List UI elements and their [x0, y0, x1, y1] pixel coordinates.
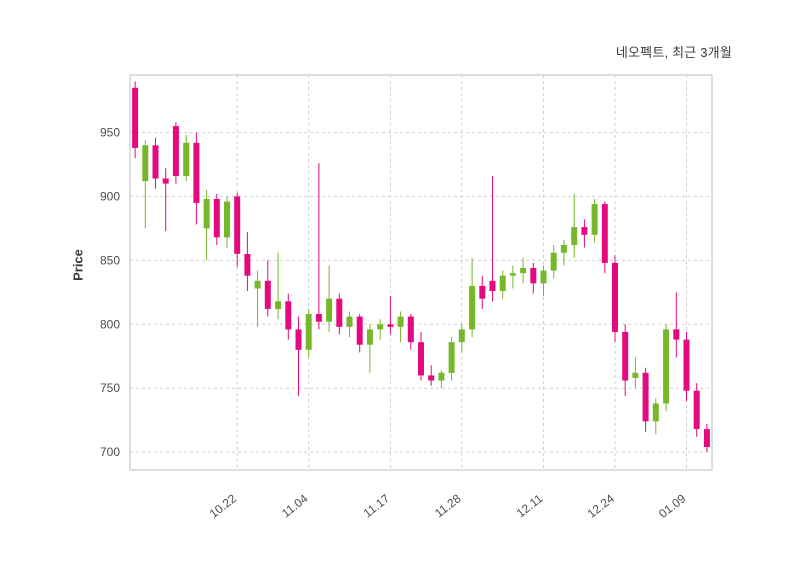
- candle-body: [622, 331, 629, 381]
- y-tick-label: 850: [100, 253, 120, 267]
- candle-body: [142, 145, 149, 182]
- candle-body: [612, 262, 618, 332]
- x-tick-label: 01.09: [656, 491, 689, 521]
- candle-body: [469, 285, 476, 330]
- candle-body: [499, 275, 506, 291]
- candle-body: [152, 145, 159, 179]
- candle-body: [418, 342, 424, 376]
- candle-body: [315, 314, 322, 322]
- candle-body: [213, 199, 220, 238]
- candle-body: [346, 316, 353, 327]
- candle-body: [693, 390, 700, 429]
- candle-body: [703, 429, 710, 447]
- candle-body: [172, 126, 179, 176]
- candle-body: [193, 142, 200, 203]
- candle-body: [479, 285, 486, 299]
- chart-title: 네오펙트, 최근 3개월: [615, 45, 732, 60]
- candle-body: [234, 196, 241, 254]
- candle-body: [366, 329, 373, 345]
- candle-body: [356, 316, 363, 345]
- candle-body: [550, 252, 557, 271]
- x-tick-label: 10.22: [207, 491, 240, 521]
- candle-body: [489, 280, 496, 291]
- candle-body: [305, 314, 312, 350]
- candle-body: [387, 324, 394, 327]
- candle-body: [591, 204, 598, 235]
- candle-body: [203, 199, 210, 229]
- candle-body: [438, 372, 445, 381]
- candle-body: [407, 316, 414, 343]
- candle-body: [520, 268, 527, 274]
- y-tick-label: 900: [100, 189, 120, 203]
- candle-body: [530, 268, 537, 284]
- candle-body: [458, 329, 465, 343]
- candle-body: [683, 339, 690, 391]
- candle-body: [448, 342, 455, 373]
- candle-body: [183, 142, 190, 176]
- candle-body: [632, 372, 639, 378]
- y-tick-label: 700: [100, 445, 120, 459]
- candle-body: [285, 301, 292, 330]
- y-tick-label: 950: [100, 126, 120, 140]
- candle-body: [336, 298, 343, 327]
- candle-body: [601, 204, 608, 263]
- candle-body: [673, 329, 680, 340]
- candle-body: [162, 178, 169, 184]
- x-tick-label: 11.28: [432, 491, 464, 520]
- candle-body: [571, 227, 578, 245]
- candle-body: [642, 372, 649, 422]
- candle-body: [560, 245, 567, 253]
- candle-body: [224, 201, 230, 238]
- candle-body: [540, 270, 547, 284]
- candle-body: [581, 227, 588, 235]
- candle-body: [264, 280, 271, 309]
- candle-body: [132, 87, 139, 148]
- x-tick-label: 12.11: [514, 491, 546, 520]
- candle-body: [652, 403, 659, 422]
- candle-body: [295, 329, 302, 350]
- y-tick-label: 800: [100, 317, 120, 331]
- candle-body: [244, 254, 251, 276]
- candle-body: [428, 375, 435, 381]
- candle-body: [275, 301, 282, 309]
- plot-area: [129, 74, 713, 471]
- candle-body: [397, 316, 404, 327]
- x-tick-label: 12.24: [585, 491, 618, 521]
- candle-body: [254, 280, 261, 289]
- candle-body: [663, 329, 670, 404]
- candle-body: [509, 273, 516, 276]
- candle-body: [326, 298, 333, 322]
- x-tick-label: 11.04: [279, 491, 311, 520]
- candle-body: [377, 324, 384, 330]
- y-tick-label: 750: [100, 381, 120, 395]
- x-tick-label: 11.17: [361, 491, 393, 520]
